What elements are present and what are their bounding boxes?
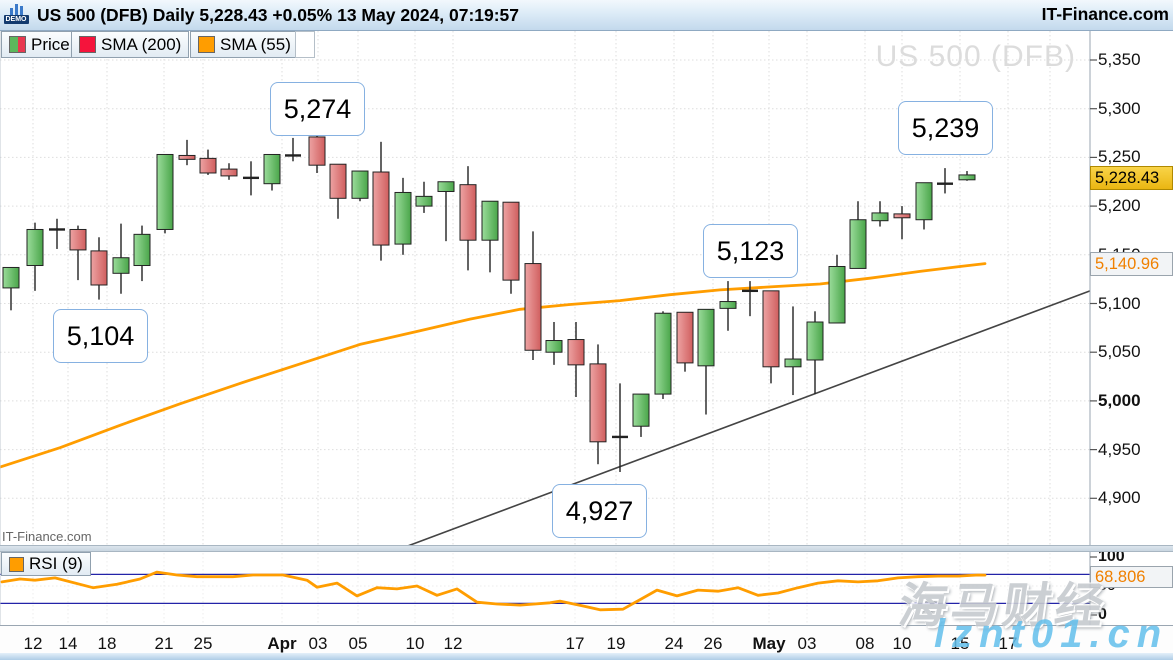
window-bottom-strip <box>0 653 1173 660</box>
time-axis-label: 05 <box>348 634 368 653</box>
time-axis-label: 12 <box>23 634 43 653</box>
legend-sma200-label: SMA (200) <box>101 34 182 54</box>
time-axis-label: 25 <box>193 634 213 653</box>
axis-frame <box>0 30 1173 631</box>
cn-watermark-url: lznt01.cn <box>934 612 1169 656</box>
site-watermark-small: IT-Finance.com <box>2 529 92 544</box>
time-axis-label: 17 <box>565 634 585 653</box>
price-annotation: 4,927 <box>552 484 647 538</box>
price-annotation: 5,123 <box>703 224 798 278</box>
rsi-axis-label: 100 <box>1098 548 1125 565</box>
brand-link[interactable]: IT-Finance.com <box>1041 4 1169 24</box>
price-series <box>0 134 1091 548</box>
price-axis-label: 4,900 <box>1098 488 1141 508</box>
sma200-swatch-icon <box>79 36 96 53</box>
price-annotation: 5,239 <box>898 101 993 155</box>
legend-price[interactable]: Price <box>1 31 78 58</box>
demo-badge-icon: DEMO <box>3 4 29 28</box>
price-axis-label: 5,350 <box>1098 50 1141 69</box>
time-axis-label: 10 <box>892 634 912 653</box>
time-axis-label: 18 <box>97 634 117 653</box>
demo-label: DEMO <box>3 15 29 24</box>
time-axis-label: 19 <box>606 634 626 653</box>
price-swatch-icon <box>9 36 26 53</box>
last-price-value: 5,228.43 <box>1095 168 1160 187</box>
sma55-swatch-icon <box>198 36 215 53</box>
legend-sma200[interactable]: SMA (200) <box>71 31 190 58</box>
legend-rsi[interactable]: RSI (9) <box>1 552 91 576</box>
time-axis-label: 21 <box>154 634 174 653</box>
legend-stub <box>295 31 315 58</box>
time-axis-label: 10 <box>405 634 425 653</box>
time-axis-label: 26 <box>703 634 723 653</box>
price-annotation: 5,274 <box>270 82 365 136</box>
legend-sma55-label: SMA (55) <box>220 34 291 54</box>
time-axis-label: 14 <box>58 634 78 653</box>
price-axis-label: 5,100 <box>1098 293 1141 313</box>
time-axis-label: Apr <box>267 634 297 653</box>
candlestick-icon <box>9 4 23 15</box>
rsi-axis-label: 0 <box>1098 606 1107 623</box>
price-axis-label: 5,250 <box>1098 147 1141 167</box>
rsi-value-tag: 68.806 <box>1090 566 1173 588</box>
price-annotation: 5,104 <box>53 309 148 363</box>
rsi-swatch-icon <box>9 556 24 572</box>
sma55-value-tag: 5,140.96 <box>1090 252 1173 276</box>
time-axis-label: 08 <box>855 634 875 653</box>
price-axis-label: 4,950 <box>1098 439 1141 459</box>
legend-sma55[interactable]: SMA (55) <box>190 31 299 58</box>
rsi-value: 68.806 <box>1095 567 1146 586</box>
legend-rsi-label: RSI (9) <box>29 554 83 573</box>
time-axis-label: 12 <box>443 634 463 653</box>
price-axis-label: 5,200 <box>1098 196 1141 216</box>
sma55-value: 5,140.96 <box>1095 254 1160 273</box>
symbol-watermark: US 500 (DFB) <box>875 40 1076 73</box>
rsi-series <box>0 570 1090 612</box>
price-axis-label: 5,000 <box>1098 390 1141 410</box>
price-axis-label: 5,050 <box>1098 342 1141 362</box>
time-axis-label: 03 <box>797 634 817 653</box>
gridlines <box>0 31 1090 624</box>
time-axis-label: 03 <box>308 634 328 653</box>
time-axis-label: 24 <box>664 634 684 653</box>
price-axis-label: 5,300 <box>1098 98 1141 118</box>
time-axis-label: 15 <box>950 634 970 653</box>
legend-price-label: Price <box>31 34 70 54</box>
panel-separator[interactable] <box>0 545 1173 552</box>
time-axis-label: 17 <box>998 634 1018 653</box>
time-axis-label: May <box>752 634 786 653</box>
chart-title: US 500 (DFB) Daily 5,228.43 +0.05% 13 Ma… <box>37 4 520 25</box>
header-bar: DEMO US 500 (DFB) Daily 5,228.43 +0.05% … <box>0 0 1173 31</box>
last-price-tag: 5,228.43 <box>1090 166 1173 190</box>
